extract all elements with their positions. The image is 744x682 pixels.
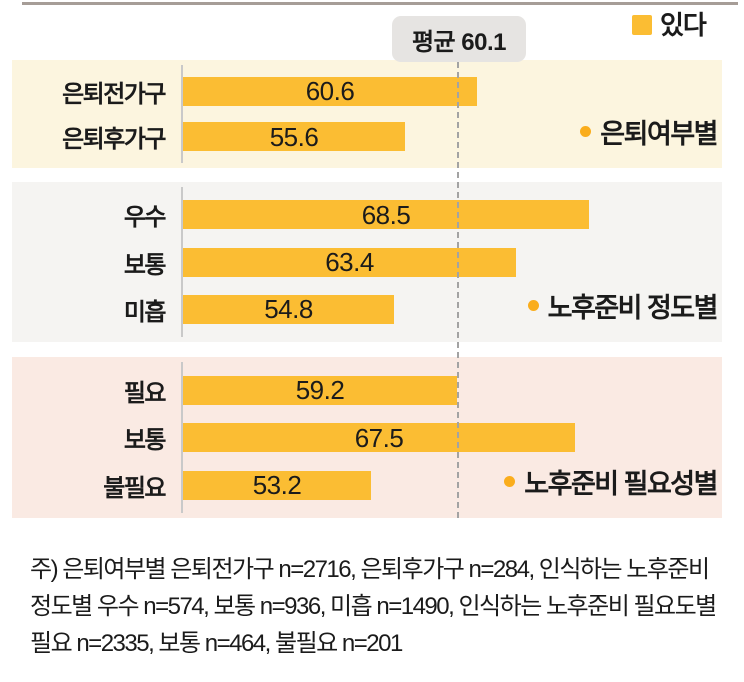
panel-necessity: 필요 59.2 보통 67.5 불필요 53.2 노후준비 필요성별 bbox=[12, 357, 722, 518]
top-divider bbox=[22, 2, 738, 5]
category-label: 은퇴전가구 bbox=[62, 80, 166, 108]
panel-readiness-level: 우수 68.5 보통 63.4 미흡 54.8 노후준비 정도별 bbox=[12, 182, 722, 342]
group-label-text: 은퇴여부별 bbox=[600, 119, 718, 149]
average-dashed-line bbox=[457, 62, 459, 518]
value-bar: 60.6 bbox=[183, 76, 477, 107]
group-label-retirement-status: 은퇴여부별 bbox=[580, 112, 718, 151]
bar-row: 보통 67.5 bbox=[12, 423, 722, 454]
average-badge: 평균 60.1 bbox=[392, 16, 526, 62]
bar-value-label: 63.4 bbox=[325, 247, 374, 277]
bar-value-label: 53.2 bbox=[252, 470, 302, 500]
legend-label: 있다 bbox=[660, 10, 707, 40]
group-bullet-icon bbox=[527, 300, 539, 311]
bar-value-label: 59.2 bbox=[295, 375, 345, 405]
group-label-text: 노후준비 정도별 bbox=[547, 293, 719, 323]
legend: 있다 bbox=[632, 10, 707, 40]
panel-retirement-status: 은퇴전가구 60.6 은퇴후가구 55.6 은퇴여부별 bbox=[12, 60, 722, 168]
bar-row: 은퇴후가구 55.6 bbox=[12, 121, 722, 154]
axis-line bbox=[181, 65, 183, 163]
category-label: 은퇴후가구 bbox=[62, 126, 166, 154]
value-bar: 68.5 bbox=[183, 199, 589, 230]
group-label-readiness-level: 노후준비 정도별 bbox=[527, 286, 719, 325]
category-label: 불필요 bbox=[103, 474, 166, 502]
category-label: 보통 bbox=[123, 427, 167, 454]
bar-row: 필요 59.2 bbox=[12, 375, 722, 407]
group-label-necessity: 노후준비 필요성별 bbox=[504, 462, 718, 501]
group-bullet-icon bbox=[580, 126, 592, 137]
bar-row: 미흡 54.8 bbox=[12, 294, 722, 326]
legend-swatch-icon bbox=[632, 15, 652, 35]
category-label: 보통 bbox=[123, 251, 167, 279]
value-bar: 54.8 bbox=[183, 294, 394, 325]
bar-value-label: 67.5 bbox=[354, 422, 404, 453]
bar-value-label: 55.6 bbox=[269, 121, 319, 152]
axis-line bbox=[181, 362, 183, 513]
average-badge-label: 평균 60.1 bbox=[411, 28, 507, 56]
bar-row: 보통 63.4 bbox=[12, 247, 722, 279]
bar-row: 불필요 53.2 bbox=[12, 470, 722, 502]
footnote: 주) 은퇴여부별 은퇴전가구 n=2716, 은퇴후가구 n=284, 인식하는… bbox=[30, 556, 717, 657]
bar-row: 우수 68.5 bbox=[12, 199, 722, 232]
bar-value-label: 54.8 bbox=[264, 294, 313, 325]
axis-line bbox=[181, 187, 183, 337]
category-label: 미흡 bbox=[123, 298, 167, 326]
value-bar: 63.4 bbox=[183, 247, 516, 277]
value-bar: 59.2 bbox=[183, 375, 457, 405]
value-bar: 67.5 bbox=[183, 423, 575, 452]
value-bar: 53.2 bbox=[183, 470, 371, 500]
group-bullet-icon bbox=[504, 476, 516, 487]
bar-row: 은퇴전가구 60.6 bbox=[12, 76, 722, 108]
bar-value-label: 68.5 bbox=[361, 199, 411, 230]
group-label-text: 노후준비 필요성별 bbox=[524, 469, 718, 499]
value-bar: 55.6 bbox=[183, 121, 405, 152]
category-label: 필요 bbox=[123, 379, 167, 407]
bar-value-label: 60.6 bbox=[305, 76, 355, 107]
category-label: 우수 bbox=[123, 204, 167, 232]
